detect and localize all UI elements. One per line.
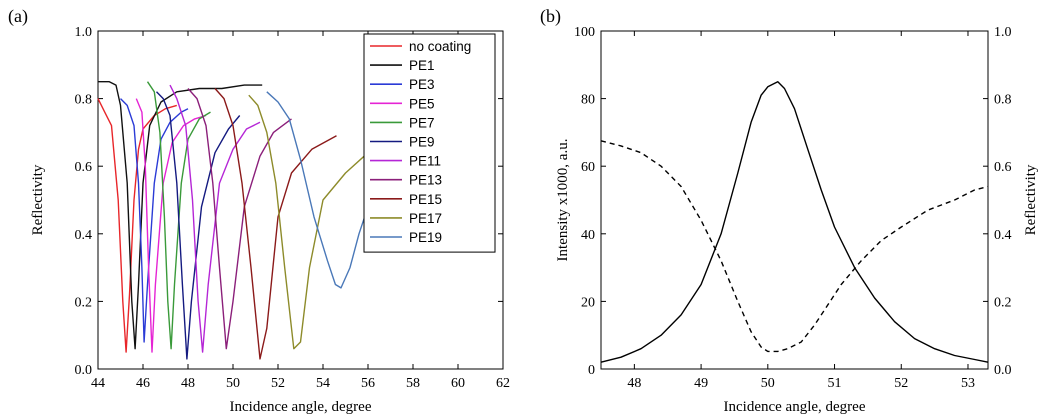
panel-a-legend: no coating PE1 PE3 PE5 PE7 PE9 PE11 PE13 PE15 PE1… (363, 33, 496, 253)
y-right-tick-label: 0.0 (994, 363, 1012, 378)
y-tick-label: 1.0 (75, 25, 93, 40)
series-line-pe3 (120, 98, 189, 343)
x-tick-label: 44 (91, 376, 105, 391)
series-line-pe11 (169, 84, 261, 353)
legend-entry: PE5 (409, 96, 435, 111)
x-tick-label: 48 (627, 376, 641, 391)
y-tick-label: 0.2 (75, 295, 93, 310)
legend-entry: PE13 (409, 173, 442, 188)
y-right-tick-label: 0.6 (994, 160, 1012, 175)
y-left-tick-label: 0 (588, 363, 595, 378)
panel-b-series (600, 80, 989, 363)
panel-b-plot-frame (600, 30, 989, 370)
x-tick-label: 56 (361, 376, 375, 391)
panel-a-x-ticks: 44 46 48 50 52 54 56 58 60 62 (91, 31, 510, 391)
x-tick-label: 48 (181, 376, 195, 391)
series-line-pe19 (266, 91, 376, 289)
legend-box (363, 33, 496, 253)
reflectivity-dashed-line (600, 140, 989, 353)
x-tick-label: 52 (894, 376, 908, 391)
panel-b-x-axis-label: Incidence angle, degree (724, 399, 866, 415)
y-right-tick-label: 0.4 (994, 228, 1012, 243)
panel-b-left-y-axis-label: Intensity x1000, a.u. (555, 139, 571, 262)
legend-entry: PE15 (409, 192, 442, 207)
panel-b-label: (b) (540, 6, 561, 27)
x-tick-label: 62 (496, 376, 510, 391)
panel-b-x-ticks: 48 49 50 51 52 53 (627, 31, 975, 391)
x-tick-label: 52 (271, 376, 285, 391)
intensity-solid-line (600, 80, 989, 363)
x-tick-label: 51 (828, 376, 842, 391)
x-tick-label: 60 (451, 376, 465, 391)
legend-entry: no coating (409, 39, 471, 54)
legend-entry: PE9 (409, 135, 435, 150)
y-right-tick-label: 0.8 (994, 93, 1012, 108)
y-tick-label: 0.8 (75, 93, 93, 108)
y-tick-label: 0.6 (75, 160, 93, 175)
y-right-tick-label: 1.0 (994, 25, 1012, 40)
x-tick-label: 53 (961, 376, 975, 391)
x-tick-label: 50 (761, 376, 775, 391)
panel-a-label: (a) (8, 6, 28, 27)
y-left-tick-label: 40 (581, 228, 595, 243)
panel-a-chart: (a) 44 46 48 50 52 54 56 58 60 62 0.0 0.2 0.4 0.6 0.8… (8, 6, 510, 415)
y-left-tick-label: 60 (581, 160, 595, 175)
series-line-pe7 (146, 81, 211, 350)
y-left-tick-label: 100 (574, 25, 595, 40)
panel-a-y-axis-label: Reflectivity (30, 164, 46, 235)
legend-entry: PE1 (409, 58, 435, 73)
legend-entry: PE11 (409, 154, 441, 169)
x-tick-label: 50 (226, 376, 240, 391)
series-line-pe13 (187, 88, 292, 350)
y-tick-label: 0.0 (75, 363, 93, 378)
y-right-tick-label: 0.2 (994, 295, 1012, 310)
panel-a-x-axis-label: Incidence angle, degree (230, 399, 372, 415)
legend-entry: PE7 (409, 115, 435, 130)
x-tick-label: 58 (406, 376, 420, 391)
y-tick-label: 0.4 (75, 228, 93, 243)
y-left-tick-label: 20 (581, 295, 595, 310)
panel-b-left-y-ticks: 0 20 40 60 80 100 (574, 25, 606, 378)
legend-entry: PE3 (409, 77, 435, 92)
panel-a-series (97, 80, 376, 360)
x-tick-label: 46 (136, 376, 150, 391)
series-line-pe17 (248, 94, 369, 350)
legend-entry: PE19 (409, 230, 442, 245)
series-line-pe5 (135, 98, 207, 353)
series-line-pe9 (156, 91, 241, 360)
series-line-pe15 (214, 88, 337, 360)
panel-b-right-y-axis-label: Reflectivity (1023, 164, 1039, 235)
x-tick-label: 54 (316, 376, 330, 391)
panel-b-right-y-ticks: 0.0 0.2 0.4 0.6 0.8 1.0 (983, 25, 1012, 378)
y-left-tick-label: 80 (581, 93, 595, 108)
legend-entry: PE17 (409, 211, 442, 226)
panel-a-plot-frame (97, 30, 504, 370)
panel-a-y-ticks: 0.0 0.2 0.4 0.6 0.8 1.0 (75, 25, 503, 378)
x-tick-label: 49 (694, 376, 708, 391)
